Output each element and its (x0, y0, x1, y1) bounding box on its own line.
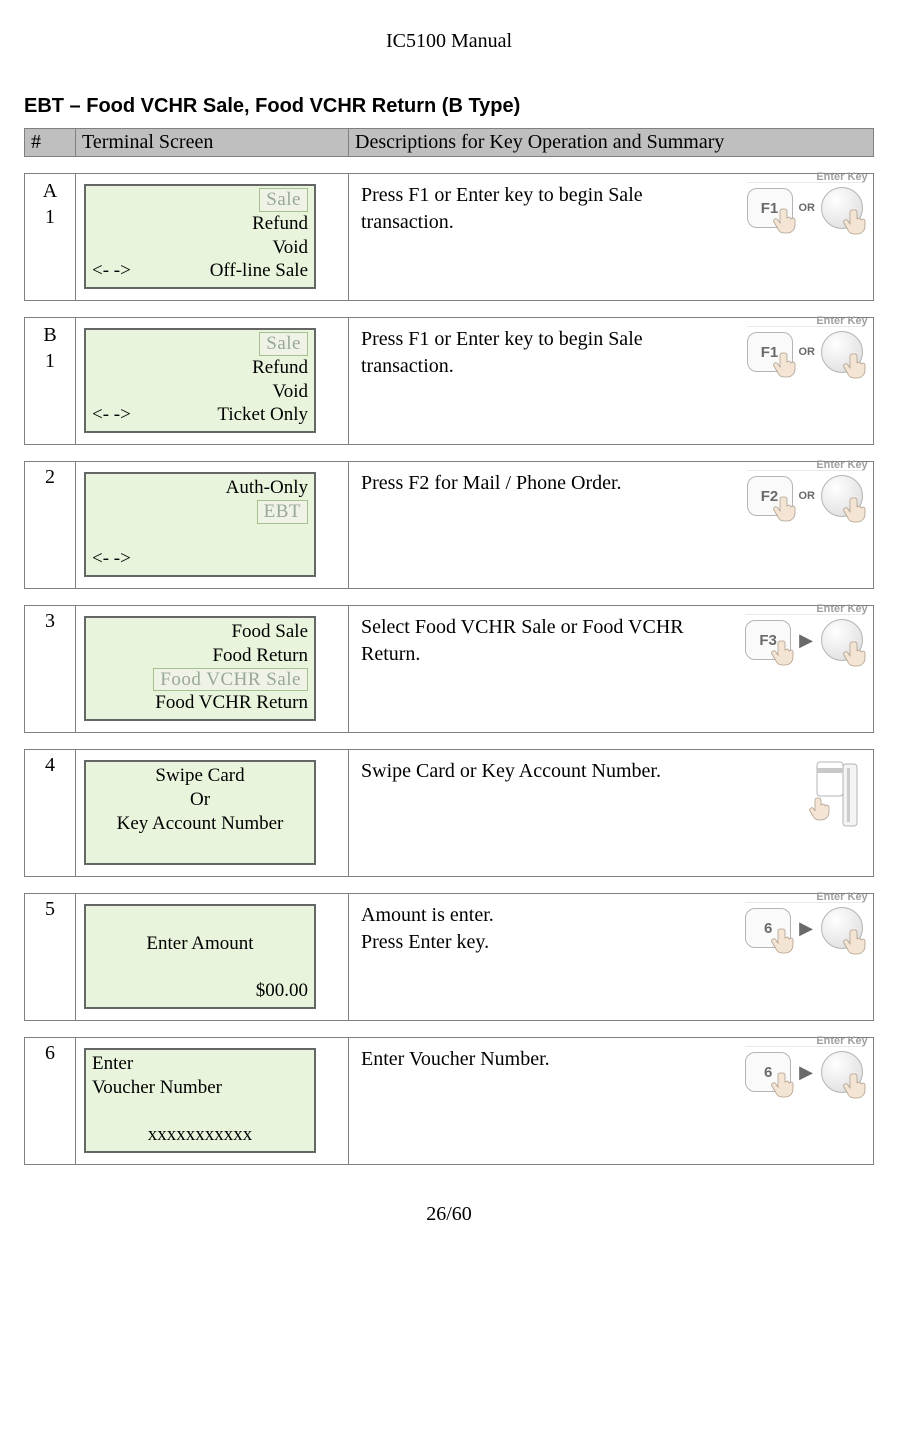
screen-highlight: EBT (257, 500, 308, 524)
terminal-screen: Sale Refund Void <- -> Ticket Only (84, 328, 316, 433)
step-description: Enter Voucher Number. (361, 1046, 737, 1073)
screen-voucher-value: xxxxxxxxxxx (92, 1123, 308, 1147)
hand-icon (842, 208, 868, 236)
hand-icon (842, 496, 868, 524)
screen-line: Refund (92, 356, 308, 380)
step-row: 5 Enter Amount $00.00 Amount is enter. P… (25, 894, 874, 1021)
enter-key-icon: Enter Key (821, 475, 863, 517)
section-title: EBT – Food VCHR Sale, Food VCHR Return (… (24, 95, 874, 118)
screen-line: Auth-Only (92, 476, 308, 500)
f2-key-icon: F2 (747, 476, 793, 516)
hand-icon (842, 640, 868, 668)
steps-table: # Terminal Screen Descriptions for Key O… (24, 128, 874, 1165)
screen-line: Swipe Card (92, 764, 308, 788)
step-row: 2 Auth-Only EBT <- -> Press F2 for Mail … (25, 462, 874, 589)
arrow-right-icon: ▶ (797, 1062, 815, 1083)
key-illustration: F3 ▶ Enter Key (745, 614, 863, 661)
screen-line: Enter (92, 1052, 308, 1076)
step-description: Press F1 or Enter key to begin Sale tran… (361, 182, 739, 236)
swipe-card-icon (799, 758, 863, 838)
step-row: A 1 Sale Refund Void <- -> Off-line Sale (25, 174, 874, 301)
step-description: Press F2 for Mail / Phone Order. (361, 470, 739, 497)
step-number: A 1 (25, 174, 76, 301)
screen-highlight: Sale (259, 332, 308, 356)
hand-icon (770, 927, 796, 955)
step-row: 4 Swipe Card Or Key Account Number Swipe… (25, 750, 874, 877)
screen-highlight: Food VCHR Sale (153, 668, 308, 692)
hand-icon (770, 1071, 796, 1099)
screen-line: Void (92, 236, 308, 260)
screen-line: Enter Amount (92, 932, 308, 956)
enter-key-icon: Enter Key (821, 331, 863, 373)
key-illustration: F2 OR Enter Key (747, 470, 864, 517)
arrow-right-icon: ▶ (797, 918, 815, 939)
hand-icon (842, 928, 868, 956)
f1-key-icon: F1 (747, 188, 793, 228)
terminal-screen: Enter Voucher Number xxxxxxxxxxx (84, 1048, 316, 1153)
number-key-icon: 6 (745, 908, 791, 948)
screen-line: Voucher Number (92, 1076, 308, 1100)
step-description: Select Food VCHR Sale or Food VCHR Retur… (361, 614, 737, 668)
hand-icon (842, 1072, 868, 1100)
screen-line: Key Account Number (92, 812, 308, 836)
screen-highlight: Sale (259, 188, 308, 212)
key-illustration: F1 OR Enter Key (747, 326, 864, 373)
step-row: 3 Food Sale Food Return Food VCHR Sale F… (25, 606, 874, 733)
col-header-number: # (25, 129, 76, 157)
screen-line: Food Return (92, 644, 308, 668)
swipe-illustration (799, 758, 863, 843)
key-illustration: 6 ▶ Enter Key (745, 902, 863, 949)
enter-key-icon: Enter Key (821, 187, 863, 229)
step-number: 3 (25, 606, 76, 733)
screen-line: Refund (92, 212, 308, 236)
enter-key-icon: Enter Key (821, 907, 863, 949)
enter-key-icon: Enter Key (821, 1051, 863, 1093)
step-number: 6 (25, 1038, 76, 1165)
step-description: Press F1 or Enter key to begin Sale tran… (361, 326, 739, 380)
screen-nav-label: Off-line Sale (210, 259, 308, 283)
screen-line: Or (92, 788, 308, 812)
key-illustration: 6 ▶ Enter Key (745, 1046, 863, 1093)
terminal-screen: Swipe Card Or Key Account Number (84, 760, 316, 865)
hand-icon (842, 352, 868, 380)
f3-key-icon: F3 (745, 620, 791, 660)
terminal-screen: Sale Refund Void <- -> Off-line Sale (84, 184, 316, 289)
enter-key-icon: Enter Key (821, 619, 863, 661)
doc-title: IC5100 Manual (24, 30, 874, 53)
or-label: OR (799, 346, 816, 358)
or-label: OR (799, 490, 816, 502)
screen-amount-value: $00.00 (92, 979, 308, 1003)
screen-nav-arrows: <- -> (92, 403, 131, 427)
screen-nav-arrows: <- -> (92, 259, 131, 283)
arrow-right-icon: ▶ (797, 630, 815, 651)
step-description: Amount is enter. Press Enter key. (361, 902, 737, 956)
number-key-icon: 6 (745, 1052, 791, 1092)
f1-key-icon: F1 (747, 332, 793, 372)
terminal-screen: Auth-Only EBT <- -> (84, 472, 316, 577)
page-footer: 26/60 (24, 1203, 874, 1226)
screen-nav-label: Ticket Only (217, 403, 308, 427)
step-number: 4 (25, 750, 76, 877)
screen-line: Void (92, 380, 308, 404)
step-number: B 1 (25, 318, 76, 445)
screen-line: Food VCHR Return (92, 691, 308, 715)
step-row: 6 Enter Voucher Number xxxxxxxxxxx Enter… (25, 1038, 874, 1165)
step-number: 2 (25, 462, 76, 589)
screen-line: Food Sale (92, 620, 308, 644)
step-number: 5 (25, 894, 76, 1021)
col-header-screen: Terminal Screen (76, 129, 349, 157)
step-row: B 1 Sale Refund Void <- -> Ticket Only (25, 318, 874, 445)
or-label: OR (799, 202, 816, 214)
terminal-screen: Enter Amount $00.00 (84, 904, 316, 1009)
screen-nav-arrows: <- -> (92, 547, 308, 571)
key-illustration: F1 OR Enter Key (747, 182, 864, 229)
step-description: Swipe Card or Key Account Number. (361, 758, 791, 785)
terminal-screen: Food Sale Food Return Food VCHR Sale Foo… (84, 616, 316, 721)
col-header-description: Descriptions for Key Operation and Summa… (349, 129, 874, 157)
